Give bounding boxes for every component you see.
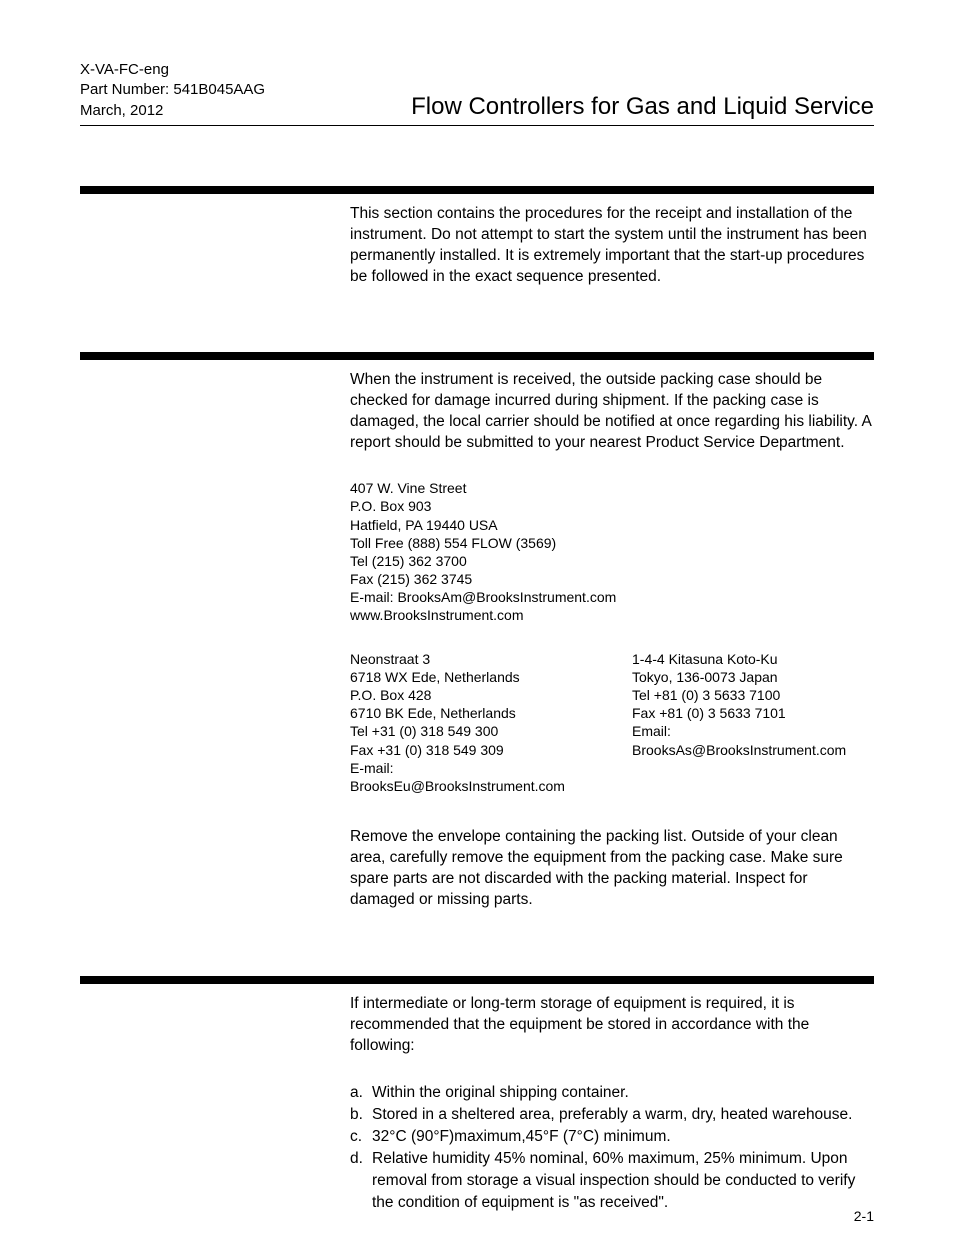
contact-usa-line: 407 W. Vine Street xyxy=(350,479,874,497)
storage-intro: If intermediate or long-term storage of … xyxy=(350,994,874,1057)
part-number: Part Number: 541B045AAG xyxy=(80,80,265,100)
header-date: March, 2012 xyxy=(80,101,265,121)
contact-jp-line: Tel +81 (0) 3 5633 7100 xyxy=(632,686,874,704)
section-bar-3 xyxy=(80,976,874,984)
contact-eu-block: Neonstraat 3 6718 WX Ede, Netherlands P.… xyxy=(350,650,592,796)
list-marker: a. xyxy=(350,1082,372,1104)
contact-usa-line: Tel (215) 362 3700 xyxy=(350,552,874,570)
contact-eu-line: Tel +31 (0) 318 549 300 xyxy=(350,722,592,740)
contact-usa-line: Hatfield, PA 19440 USA xyxy=(350,516,874,534)
receipt-paragraph: When the instrument is received, the out… xyxy=(350,370,874,454)
list-item: a. Within the original shipping containe… xyxy=(350,1082,874,1104)
contact-jp-line: 1-4-4 Kitasuna Koto-Ku xyxy=(632,650,874,668)
contact-usa-line: www.BrooksInstrument.com xyxy=(350,606,874,624)
list-item: c. 32°C (90°F)maximum,45°F (7°C) minimum… xyxy=(350,1126,874,1148)
list-marker: b. xyxy=(350,1104,372,1126)
list-text: 32°C (90°F)maximum,45°F (7°C) minimum. xyxy=(372,1126,874,1148)
list-item: b. Stored in a sheltered area, preferabl… xyxy=(350,1104,874,1126)
contact-jp-line: Email: BrooksAs@BrooksInstrument.com xyxy=(632,722,874,758)
section-bar-2 xyxy=(80,352,874,360)
contact-eu-line: 6718 WX Ede, Netherlands xyxy=(350,668,592,686)
contact-usa-line: P.O. Box 903 xyxy=(350,497,874,515)
contact-eu-line: E-mail: BrooksEu@BrooksInstrument.com xyxy=(350,759,592,795)
section-bar-1 xyxy=(80,186,874,194)
contact-usa-line: E-mail: BrooksAm@BrooksInstrument.com xyxy=(350,588,874,606)
contact-jp-line: Fax +81 (0) 3 5633 7101 xyxy=(632,704,874,722)
doc-id: X-VA-FC-eng xyxy=(80,60,265,80)
contact-jp-line: Tokyo, 136-0073 Japan xyxy=(632,668,874,686)
contact-usa-line: Fax (215) 362 3745 xyxy=(350,570,874,588)
list-text: Relative humidity 45% nominal, 60% maxim… xyxy=(372,1148,874,1214)
list-text: Within the original shipping container. xyxy=(372,1082,874,1104)
header-left-block: X-VA-FC-eng Part Number: 541B045AAG Marc… xyxy=(80,60,265,121)
contact-jp-block: 1-4-4 Kitasuna Koto-Ku Tokyo, 136-0073 J… xyxy=(632,650,874,796)
list-text: Stored in a sheltered area, preferably a… xyxy=(372,1104,874,1126)
contact-eu-line: Neonstraat 3 xyxy=(350,650,592,668)
contact-eu-line: P.O. Box 428 xyxy=(350,686,592,704)
list-marker: c. xyxy=(350,1126,372,1148)
document-page: X-VA-FC-eng Part Number: 541B045AAG Marc… xyxy=(0,0,954,1254)
contact-usa-block: 407 W. Vine Street P.O. Box 903 Hatfield… xyxy=(350,479,874,625)
contact-eu-line: Fax +31 (0) 318 549 309 xyxy=(350,741,592,759)
contact-usa-line: Toll Free (888) 554 FLOW (3569) xyxy=(350,534,874,552)
contact-eu-line: 6710 BK Ede, Netherlands xyxy=(350,704,592,722)
contact-columns: Neonstraat 3 6718 WX Ede, Netherlands P.… xyxy=(350,650,874,796)
list-item: d. Relative humidity 45% nominal, 60% ma… xyxy=(350,1148,874,1214)
unpack-paragraph: Remove the envelope containing the packi… xyxy=(350,827,874,911)
document-title: Flow Controllers for Gas and Liquid Serv… xyxy=(411,93,874,121)
intro-paragraph: This section contains the procedures for… xyxy=(350,204,874,288)
page-header: X-VA-FC-eng Part Number: 541B045AAG Marc… xyxy=(80,60,874,126)
page-number: 2-1 xyxy=(854,1208,874,1224)
list-marker: d. xyxy=(350,1148,372,1214)
storage-list: a. Within the original shipping containe… xyxy=(350,1082,874,1214)
